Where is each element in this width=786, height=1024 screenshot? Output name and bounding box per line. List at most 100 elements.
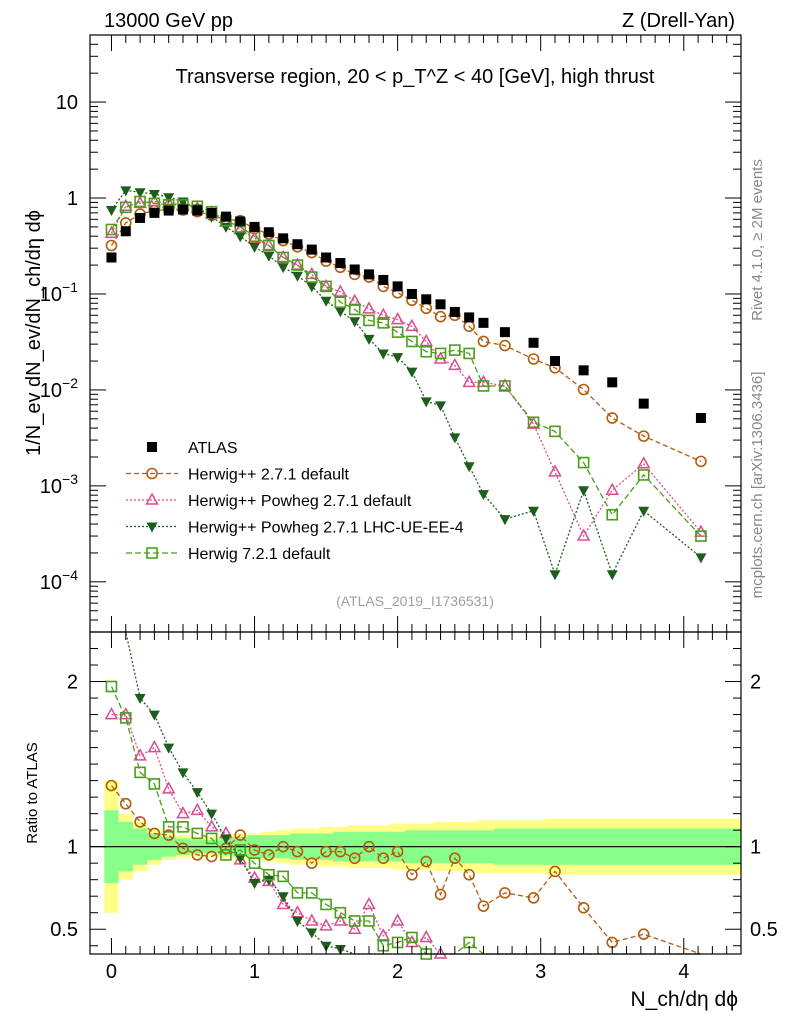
series-1-ratio-point <box>319 918 333 931</box>
analysis-id: (ATLAS_2019_I1736531) <box>336 593 494 609</box>
atlas-data-point <box>278 233 289 244</box>
series-2-point <box>392 353 404 364</box>
series-0-point <box>105 239 118 252</box>
series-1-point <box>390 312 405 325</box>
series-2-point <box>477 490 489 501</box>
ratio-tick-label: 2 <box>67 672 78 694</box>
series-2-ratio-point <box>277 892 289 903</box>
series-3-ratio-point <box>191 827 204 840</box>
series-3-ratio-point <box>263 868 275 881</box>
series-3-line <box>110 200 702 537</box>
legend-marker <box>147 442 157 452</box>
atlas-data-point <box>178 204 188 215</box>
y-tick-label: 1 <box>67 188 78 210</box>
atlas-data-point <box>321 252 332 263</box>
series-3-ratio-point <box>162 821 175 833</box>
legend-entry: Herwig++ 2.7.1 default <box>126 467 350 484</box>
series-0-ratio-point <box>248 844 261 856</box>
series-0-ratio-point <box>119 797 132 810</box>
series-0-ratio-point <box>134 816 146 828</box>
series-2-ratio-point <box>291 916 303 927</box>
series-3-point <box>406 335 418 348</box>
legend-label: Herwig++ Powheg 2.7.1 default <box>188 493 412 510</box>
atlas-data-point <box>206 207 217 218</box>
series-3-point <box>420 345 433 358</box>
atlas-data-point <box>478 317 489 328</box>
series-3-ratio-point <box>277 870 289 883</box>
series-3-point <box>320 280 332 293</box>
series-0-ratio-point <box>263 849 275 861</box>
atlas-data-point <box>335 258 346 269</box>
series-2-point <box>306 282 318 293</box>
series-1-ratio-point <box>305 913 319 926</box>
series-1-ratio-point <box>104 707 119 720</box>
series-3-point <box>449 344 461 356</box>
main-panel: 10−4 10−3 10−2 10−1 1 10 Transverse region, 2… <box>40 34 742 633</box>
series-0-ratio-point <box>606 936 619 949</box>
series-1-point <box>305 266 319 280</box>
series-3-point <box>105 223 118 236</box>
atlas-data-point <box>135 212 146 223</box>
series-1-point <box>605 482 619 496</box>
header-right: Z (Drell-Yan) <box>622 10 735 32</box>
legend-marker <box>146 547 158 559</box>
series-2-point <box>463 462 475 473</box>
atlas-data-point <box>106 252 117 263</box>
atlas-data-point <box>528 337 539 348</box>
series-2-point <box>449 433 461 444</box>
series-3-ratio-point <box>148 778 161 790</box>
series-1-point <box>498 378 512 391</box>
legend-entry: ATLAS <box>147 440 238 457</box>
series-3-point <box>499 380 511 392</box>
series-2-point <box>377 349 389 360</box>
series-3-ratio-point <box>305 887 318 899</box>
series-1-ratio-point <box>390 913 405 926</box>
series-0-ratio-point <box>377 852 390 865</box>
series-2-ratio-point <box>234 854 246 865</box>
series-3-point <box>334 296 347 309</box>
atlas-data-point <box>163 205 174 216</box>
series-1-point <box>319 278 333 292</box>
series-0-ratio-point <box>277 840 289 853</box>
series-0-ratio-point <box>191 849 204 861</box>
svg-text:10−4: 10−4 <box>40 567 78 594</box>
series-3-point <box>377 317 390 329</box>
series-2-ratio-point <box>306 928 318 939</box>
y-tick-label: 10−1 <box>40 279 78 306</box>
main-frame <box>89 34 742 633</box>
series-0-ratio-point <box>348 852 361 865</box>
series-0-point <box>637 430 650 442</box>
series-3-point <box>695 530 707 542</box>
series-1-main <box>104 193 708 541</box>
x-tick-label: 0 <box>106 961 117 983</box>
plot-title: Transverse region, 20 < p_T^Z < 40 [GeV]… <box>176 66 655 88</box>
series-2-ratio-point <box>134 694 146 705</box>
series-1-ratio-point <box>176 806 190 819</box>
series-3-point <box>277 251 289 264</box>
series-2-point <box>695 553 707 564</box>
atlas-data-point <box>120 226 131 237</box>
series-3-point <box>348 303 361 316</box>
series-1-point <box>548 464 562 477</box>
series-2-point <box>148 190 160 201</box>
atlas-data-point <box>406 288 417 299</box>
atlas-data-point <box>235 216 246 227</box>
series-1-ratio-point <box>147 740 162 753</box>
series-2-point <box>578 486 590 497</box>
series-2-point <box>334 307 346 318</box>
atlas-data-point <box>695 412 706 423</box>
series-3-ratio-point <box>291 887 304 899</box>
series-1-ratio-point <box>433 946 448 959</box>
y-tick-label: 10−2 <box>40 375 78 402</box>
series-1-point <box>462 374 476 388</box>
atlas-data-point <box>263 227 274 238</box>
atlas-data-point <box>149 207 160 218</box>
series-1-point <box>147 193 162 207</box>
x-tick-label: 1 <box>249 961 260 983</box>
series-0-ratio-point <box>234 829 247 841</box>
series-0-ratio-point <box>527 892 540 904</box>
series-1-point <box>276 249 290 263</box>
series-1-point <box>119 198 133 212</box>
ratio-y-label: Ratio to ATLAS <box>24 742 41 843</box>
legend-marker <box>146 467 158 480</box>
